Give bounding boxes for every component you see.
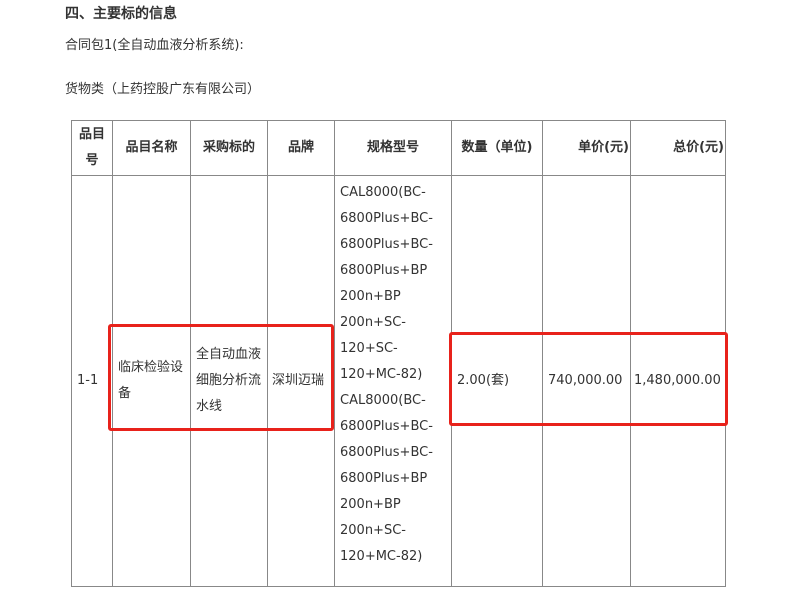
- package-label: 合同包1(全自动血液分析系统):: [65, 38, 244, 53]
- highlight-box-price: [449, 332, 728, 426]
- spec-line: 120+SC-: [340, 341, 398, 356]
- header-quantity: 数量（单位): [451, 120, 543, 176]
- cell-target: 全自动血液细胞分析流水线: [190, 175, 268, 587]
- spec-line: 200n+SC-: [340, 523, 406, 538]
- spec-line: 6800Plus+BC-: [340, 237, 433, 252]
- table-header-row: 品目号 品目名称 采购标的 品牌 规格型号 数量（单位) 单价(元) 总价(元): [71, 120, 726, 176]
- spec-line: CAL8000(BC-: [340, 185, 426, 200]
- cell-brand: 深圳迈瑞: [267, 175, 335, 587]
- spec-line: CAL8000(BC-: [340, 393, 426, 408]
- cell-item-name: 临床检验设备: [112, 175, 191, 587]
- header-unit-price: 单价(元): [542, 120, 631, 176]
- cell-unit-price: 740,000.00: [542, 175, 631, 587]
- spec-line: 6800Plus+BC-: [340, 419, 433, 434]
- spec-line: 200n+BP: [340, 289, 401, 304]
- spec-line: 200n+BP: [340, 497, 401, 512]
- header-total-price: 总价(元): [630, 120, 726, 176]
- spec-line: 200n+SC-: [340, 315, 406, 330]
- items-table: 品目号 品目名称 采购标的 品牌 规格型号 数量（单位) 单价(元) 总价(元)…: [71, 120, 726, 587]
- header-target: 采购标的: [190, 120, 268, 176]
- cell-total-price: 1,480,000.00: [630, 175, 726, 587]
- cell-item-no: 1-1: [71, 175, 113, 587]
- cell-spec: CAL8000(BC- 6800Plus+BC- 6800Plus+BC- 6800P…: [334, 175, 452, 587]
- spec-line: 120+MC-82): [340, 549, 423, 564]
- spec-line: 6800Plus+BC-: [340, 445, 433, 460]
- header-brand: 品牌: [267, 120, 335, 176]
- header-item-name: 品目名称: [112, 120, 191, 176]
- header-spec: 规格型号: [334, 120, 452, 176]
- table-row: 1-1 临床检验设备 全自动血液细胞分析流水线 深圳迈瑞 CAL8000(BC-…: [71, 175, 726, 587]
- spec-line: 120+MC-82): [340, 367, 423, 382]
- section-heading: 四、主要标的信息: [65, 6, 177, 22]
- spec-line: 6800Plus+BP: [340, 471, 428, 486]
- spec-line: 6800Plus+BC-: [340, 211, 433, 226]
- spec-line: 6800Plus+BP: [340, 263, 428, 278]
- header-item-no: 品目号: [71, 120, 113, 176]
- category-label: 货物类（上药控股广东有限公司）: [65, 82, 261, 97]
- highlight-box-item: [108, 324, 334, 431]
